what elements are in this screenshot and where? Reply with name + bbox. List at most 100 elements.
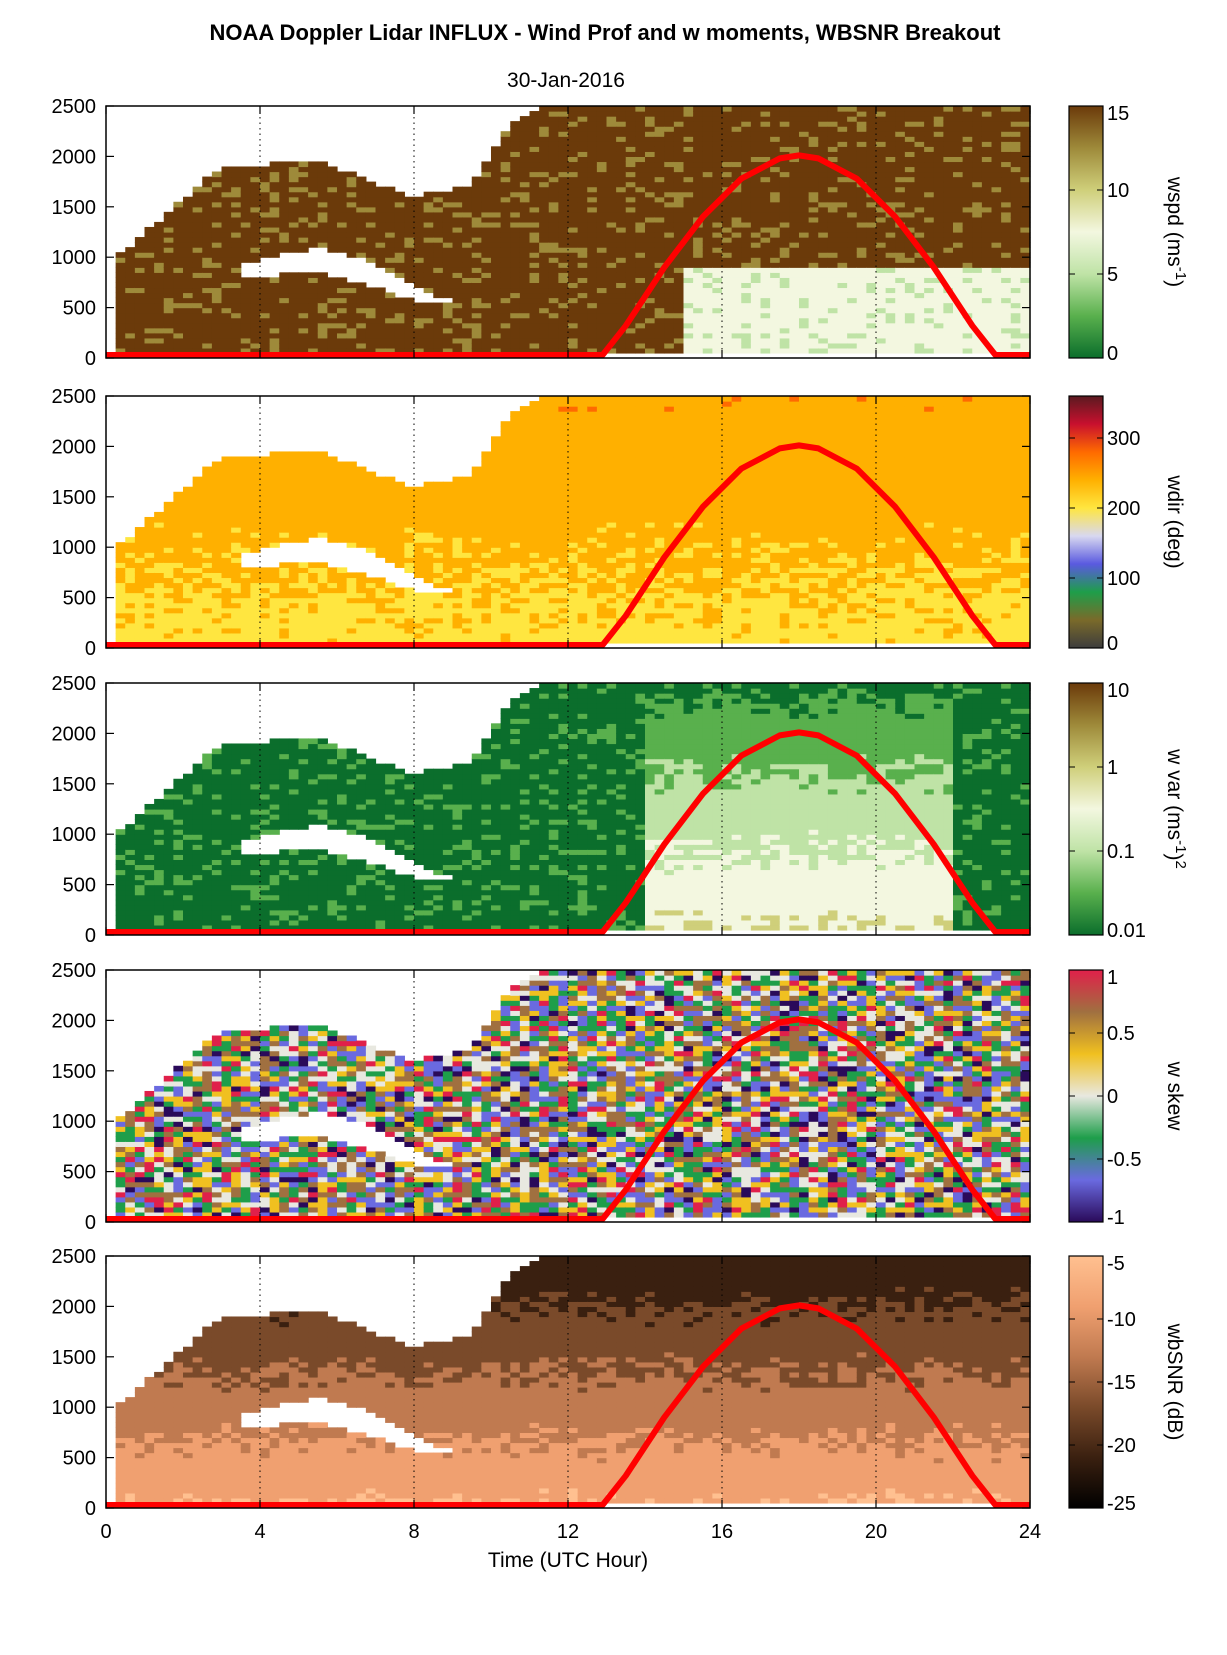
- heatmap-cell: [472, 308, 482, 314]
- heatmap-cell: [491, 166, 501, 172]
- heatmap-cell: [684, 172, 694, 178]
- heatmap-cell: [587, 141, 597, 147]
- heatmap-cell: [943, 323, 953, 329]
- heatmap-cell: [212, 323, 222, 329]
- heatmap-cell: [337, 633, 347, 639]
- heatmap-cell: [404, 212, 414, 218]
- heatmap-cell: [250, 577, 260, 583]
- heatmap-cell: [568, 343, 578, 349]
- heatmap-cell: [915, 141, 925, 147]
- heatmap-cell: [741, 182, 751, 188]
- heatmap-cell: [395, 262, 405, 268]
- heatmap-cell: [530, 182, 540, 188]
- heatmap-cell: [250, 603, 260, 609]
- heatmap-cell: [491, 156, 501, 162]
- heatmap-cell: [173, 298, 183, 304]
- heatmap-cell: [337, 487, 347, 493]
- heatmap-cell: [1011, 207, 1021, 213]
- heatmap-cell: [260, 598, 270, 604]
- heatmap-cell: [664, 222, 674, 228]
- heatmap-cell: [135, 267, 145, 273]
- heatmap-cell: [655, 318, 665, 324]
- heatmap-cell: [857, 106, 867, 112]
- heatmap-cell: [125, 308, 135, 314]
- heatmap-cell: [818, 262, 828, 268]
- heatmap-cell: [568, 121, 578, 127]
- heatmap-cell: [655, 247, 665, 253]
- heatmap-cell: [299, 588, 309, 594]
- heatmap-cell: [481, 338, 491, 344]
- heatmap-cell: [789, 212, 799, 218]
- heatmap-cell: [395, 333, 405, 339]
- heatmap-cell: [761, 227, 771, 233]
- heatmap-cell: [414, 527, 424, 533]
- heatmap-cell: [308, 497, 318, 503]
- heatmap-cell: [847, 212, 857, 218]
- heatmap-cell: [395, 313, 405, 319]
- heatmap-cell: [404, 507, 414, 513]
- heatmap-cell: [741, 106, 751, 112]
- heatmap-cell: [289, 277, 299, 283]
- heatmap-cell: [472, 267, 482, 273]
- heatmap-cell: [231, 202, 241, 208]
- heatmap-cell: [838, 348, 848, 354]
- heatmap-cell: [722, 177, 732, 183]
- heatmap-cell: [145, 567, 155, 573]
- heatmap-cell: [453, 252, 463, 258]
- heatmap-cell: [549, 318, 559, 324]
- heatmap-cell: [520, 257, 530, 263]
- heatmap-cell: [886, 136, 896, 142]
- heatmap-cell: [597, 308, 607, 314]
- heatmap-cell: [886, 141, 896, 147]
- heatmap-cell: [318, 338, 328, 344]
- heatmap-cell: [770, 252, 780, 258]
- heatmap-cell: [260, 588, 270, 594]
- heatmap-cell: [472, 242, 482, 248]
- heatmap-cell: [866, 323, 876, 329]
- heatmap-cell: [472, 227, 482, 233]
- heatmap-cell: [799, 172, 809, 178]
- heatmap-cell: [693, 166, 703, 172]
- heatmap-cell: [270, 572, 280, 578]
- heatmap-cell: [472, 282, 482, 288]
- heatmap-cell: [501, 328, 511, 334]
- heatmap-cell: [222, 202, 232, 208]
- heatmap-cell: [857, 262, 867, 268]
- heatmap-cell: [279, 582, 289, 588]
- heatmap-cell: [1001, 328, 1011, 334]
- heatmap-cell: [154, 308, 164, 314]
- heatmap-cell: [376, 192, 386, 198]
- heatmap-cell: [607, 146, 617, 152]
- heatmap-cell: [1020, 177, 1030, 183]
- heatmap-cell: [318, 598, 328, 604]
- heatmap-cell: [712, 237, 722, 243]
- heatmap-cell: [183, 212, 193, 218]
- heatmap-cell: [549, 343, 559, 349]
- heatmap-cell: [453, 272, 463, 278]
- heatmap-cell: [222, 207, 232, 213]
- heatmap-cell: [270, 582, 280, 588]
- heatmap-cell: [558, 282, 568, 288]
- heatmap-cell: [183, 308, 193, 314]
- heatmap-cell: [202, 303, 212, 309]
- heatmap-cell: [963, 126, 973, 132]
- colorbar-label-part: wspd (ms: [1163, 176, 1186, 267]
- heatmap-cell: [135, 318, 145, 324]
- heatmap-cell: [164, 623, 174, 629]
- heatmap-cell: [847, 277, 857, 283]
- heatmap-cell: [626, 348, 636, 354]
- heatmap-cell: [982, 267, 992, 273]
- heatmap-cell: [250, 232, 260, 238]
- heatmap-cell: [549, 182, 559, 188]
- heatmap-cell: [260, 318, 270, 324]
- heatmap-cell: [626, 131, 636, 137]
- heatmap-cell: [270, 608, 280, 614]
- heatmap-cell: [866, 277, 876, 283]
- heatmap-cell: [222, 537, 232, 543]
- heatmap-cell: [250, 338, 260, 344]
- heatmap-cell: [558, 247, 568, 253]
- heatmap-cell: [924, 333, 934, 339]
- heatmap-cell: [385, 527, 395, 533]
- heatmap-cell: [1020, 111, 1030, 117]
- heatmap-cell: [135, 618, 145, 624]
